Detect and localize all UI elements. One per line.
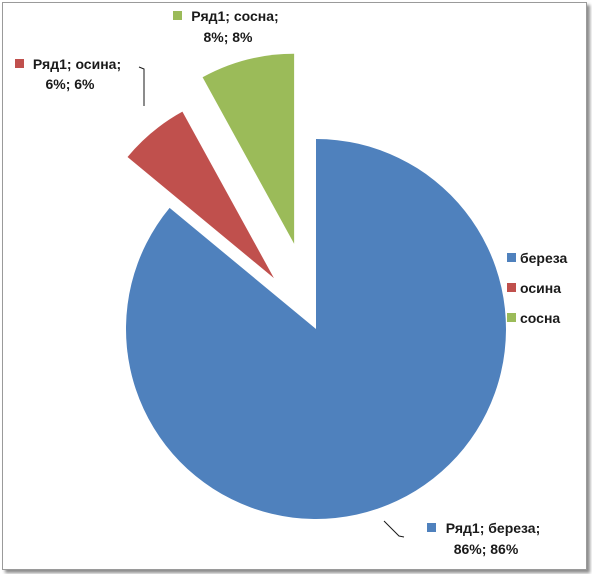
- leader-line-bereza: [383, 520, 405, 538]
- data-label-line: 6%; 6%: [45, 76, 95, 92]
- data-label-sosna: Ряд1; сосна; 8%; 8%: [191, 8, 278, 45]
- pie-slice-bereza: [125, 139, 506, 520]
- data-label-key-osina: [15, 59, 24, 68]
- leader-lines: [138, 66, 405, 538]
- data-label-line: 86%; 86%: [454, 541, 519, 557]
- data-label-key-sosna: [173, 11, 182, 20]
- leader-line-osina: [138, 66, 145, 106]
- legend-key-sosna: [507, 313, 516, 322]
- legend-label-bereza: береза: [520, 250, 568, 266]
- data-label-bereza: Ряд1; береза; 86%; 86%: [446, 520, 541, 557]
- data-label-line: Ряд1; осина;: [33, 56, 121, 72]
- legend-label-sosna: сосна: [520, 310, 560, 326]
- data-label-line: 8%; 8%: [203, 29, 253, 45]
- data-label-osina: Ряд1; осина; 6%; 6%: [33, 56, 121, 92]
- pie-slice-osina: [127, 111, 274, 279]
- legend-key-osina: [507, 283, 516, 292]
- pie-slice-sosna: [202, 53, 295, 244]
- data-label-key-bereza: [427, 523, 436, 532]
- data-label-line: Ряд1; сосна;: [191, 8, 278, 24]
- data-label-line: Ряд1; береза;: [446, 520, 541, 536]
- legend-key-bereza: [507, 253, 516, 262]
- data-labels: Ряд1; береза; 86%; 86%Ряд1; осина; 6%; 6%Р…: [15, 8, 540, 557]
- legend: береза осина сосна: [507, 250, 568, 326]
- pie-slices: [125, 53, 506, 520]
- legend-label-osina: осина: [520, 280, 561, 296]
